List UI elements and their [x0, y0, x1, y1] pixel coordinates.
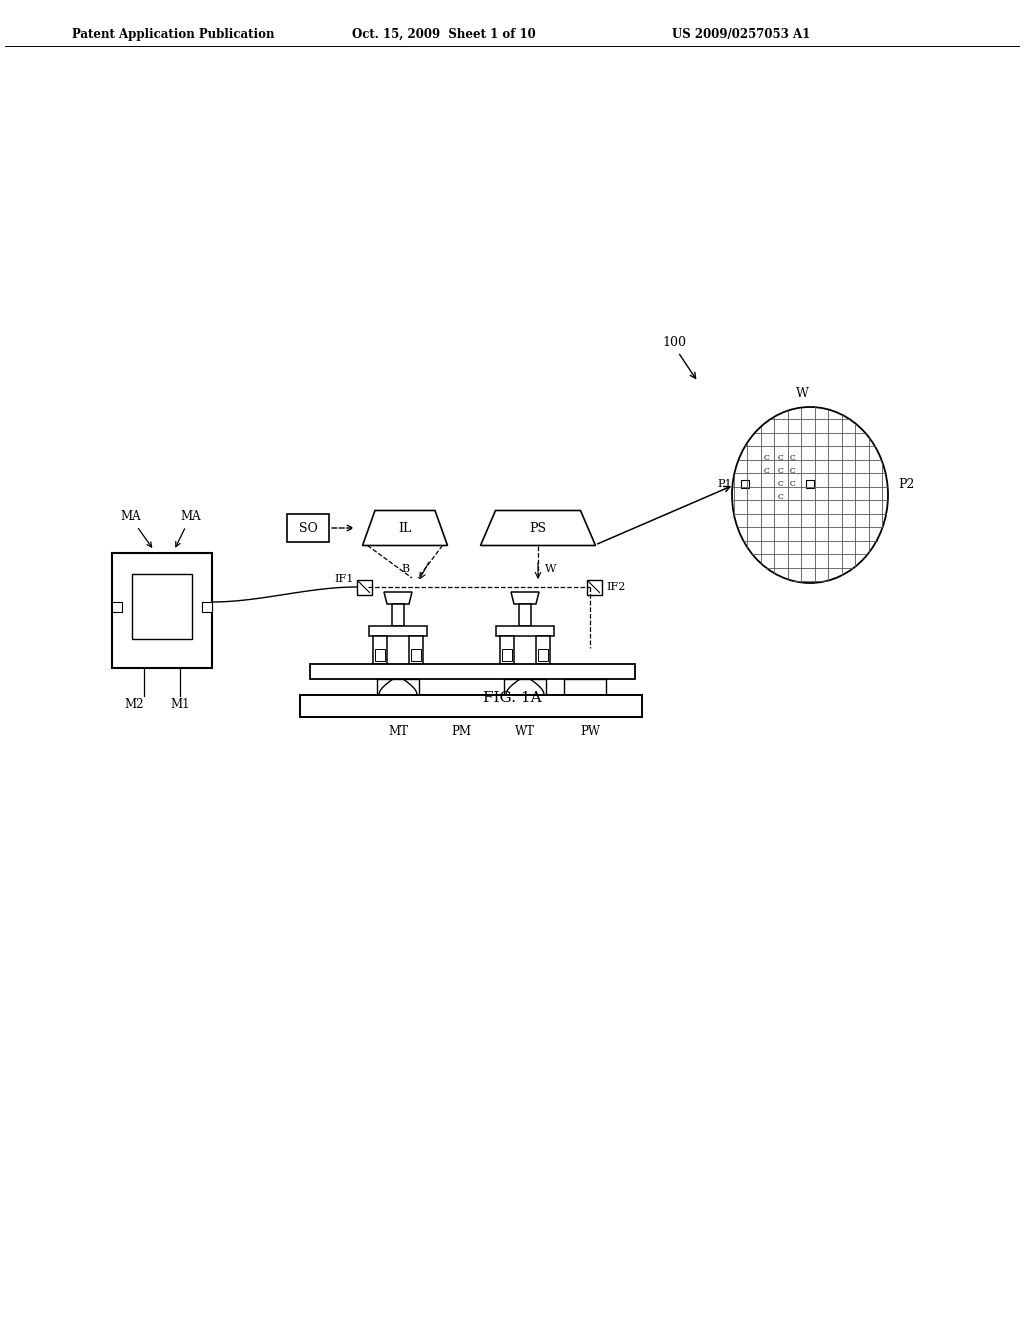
Bar	[536, 636, 550, 664]
Text: MT: MT	[388, 725, 408, 738]
Text: 100: 100	[662, 335, 686, 348]
Text: MA: MA	[120, 511, 152, 546]
Text: C: C	[777, 480, 783, 488]
Text: MA: MA	[176, 511, 201, 546]
Text: C: C	[777, 492, 783, 502]
Bar	[356, 579, 372, 594]
Bar	[502, 649, 512, 661]
Bar	[806, 480, 814, 488]
Text: B: B	[401, 564, 410, 574]
Text: PS: PS	[529, 521, 547, 535]
Bar	[369, 626, 427, 636]
Text: SO: SO	[299, 521, 317, 535]
Bar	[375, 649, 385, 661]
Text: US 2009/0257053 A1: US 2009/0257053 A1	[672, 28, 810, 41]
Bar	[538, 649, 548, 661]
Bar	[587, 579, 601, 594]
Text: C: C	[764, 467, 770, 475]
Bar	[564, 678, 606, 696]
Polygon shape	[511, 591, 539, 605]
Bar	[392, 605, 404, 626]
Bar	[287, 513, 329, 543]
Bar	[377, 678, 419, 696]
Text: M2: M2	[124, 697, 143, 710]
Text: C: C	[791, 480, 796, 488]
Text: IF2: IF2	[606, 582, 626, 591]
Bar	[741, 480, 749, 488]
Text: IL: IL	[398, 521, 412, 535]
Bar	[132, 573, 193, 639]
Polygon shape	[362, 511, 447, 545]
Text: P1: P1	[718, 479, 732, 488]
Text: C: C	[777, 454, 783, 462]
Text: FIG. 1A: FIG. 1A	[482, 690, 542, 705]
Bar	[112, 553, 212, 668]
Bar	[500, 636, 514, 664]
Text: PW: PW	[580, 725, 600, 738]
Bar	[519, 605, 531, 626]
Polygon shape	[480, 511, 596, 545]
Bar	[300, 696, 642, 717]
Polygon shape	[384, 591, 412, 605]
Text: C: C	[791, 467, 796, 475]
Bar	[496, 626, 554, 636]
Text: W: W	[796, 387, 808, 400]
Text: WT: WT	[515, 725, 535, 738]
Bar	[411, 649, 421, 661]
Bar	[310, 664, 635, 678]
Text: C: C	[777, 467, 783, 475]
Bar	[112, 602, 122, 612]
Text: Patent Application Publication: Patent Application Publication	[72, 28, 274, 41]
Text: IF1: IF1	[335, 574, 354, 583]
Text: PM: PM	[452, 725, 471, 738]
Text: M1: M1	[170, 697, 189, 710]
Bar	[409, 636, 423, 664]
Text: C: C	[764, 454, 770, 462]
Bar	[504, 678, 546, 696]
Text: P2: P2	[898, 479, 914, 491]
Text: Oct. 15, 2009  Sheet 1 of 10: Oct. 15, 2009 Sheet 1 of 10	[352, 28, 536, 41]
Text: C: C	[791, 454, 796, 462]
Text: W: W	[545, 564, 556, 574]
Bar	[202, 602, 212, 612]
Bar	[373, 636, 387, 664]
